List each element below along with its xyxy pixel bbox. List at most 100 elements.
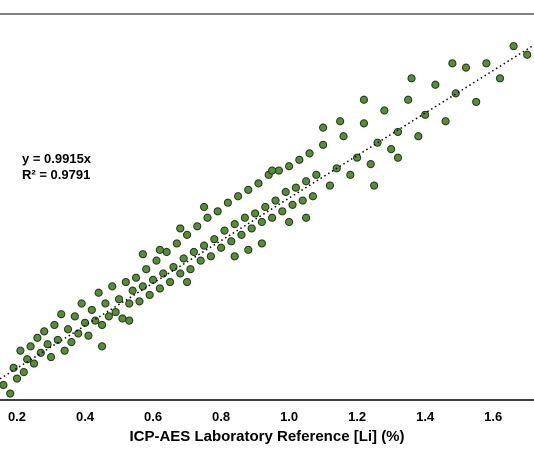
data-point <box>233 192 243 201</box>
data-point <box>199 202 209 212</box>
data-point <box>165 277 175 287</box>
data-point <box>84 331 93 340</box>
data-point <box>145 290 154 300</box>
data-point <box>240 213 249 222</box>
data-point <box>108 282 117 291</box>
data-point <box>254 179 263 188</box>
data-point <box>359 95 369 104</box>
data-point <box>162 247 171 257</box>
data-point <box>250 209 260 218</box>
data-point <box>91 316 100 325</box>
data-point <box>77 299 86 308</box>
data-point <box>125 299 134 308</box>
data-point <box>244 185 253 194</box>
data-point <box>523 50 532 59</box>
data-point <box>57 310 66 319</box>
data-point <box>206 252 215 261</box>
data-point <box>159 269 168 278</box>
x-tick-label: 0.8 <box>212 409 230 424</box>
data-point <box>43 340 52 349</box>
data-point <box>94 288 103 297</box>
data-point <box>257 217 266 227</box>
data-point <box>393 127 403 137</box>
data-point <box>407 74 416 83</box>
data-point <box>387 145 396 154</box>
data-point <box>244 245 253 254</box>
data-point <box>70 312 79 321</box>
data-point <box>421 110 430 119</box>
data-point <box>196 256 205 265</box>
data-point <box>216 243 226 252</box>
data-point <box>230 252 239 261</box>
data-point <box>12 374 22 383</box>
data-point <box>291 183 301 192</box>
data-point <box>203 213 212 222</box>
data-point <box>189 247 198 257</box>
data-point <box>281 187 290 197</box>
data-point <box>29 359 39 368</box>
data-point <box>193 222 202 231</box>
data-point <box>366 160 375 169</box>
data-point <box>223 198 232 207</box>
data-point <box>111 307 120 317</box>
data-point <box>336 117 345 126</box>
data-point <box>302 177 311 186</box>
data-point <box>431 80 440 89</box>
data-point <box>312 170 321 179</box>
data-point <box>472 97 481 107</box>
data-point <box>271 196 280 205</box>
data-point <box>155 245 164 254</box>
data-point <box>176 269 185 278</box>
data-point <box>182 277 192 287</box>
data-point <box>104 312 113 321</box>
data-point <box>0 380 8 390</box>
r-squared-label: R² = 0.9791 <box>22 167 90 182</box>
data-point <box>230 220 239 229</box>
x-tick-label: 0.6 <box>144 409 162 424</box>
x-axis-ticks: 0.2 0.4 0.6 0.8 1.0 1.2 1.4 1.6 <box>8 409 502 424</box>
data-point <box>308 192 318 201</box>
data-point <box>128 286 137 295</box>
data-point <box>325 181 335 190</box>
data-point <box>182 230 192 239</box>
data-point <box>142 265 151 274</box>
x-tick-label: 1.0 <box>280 409 298 424</box>
data-point <box>131 273 141 282</box>
equation-label: y = 0.9915x <box>22 151 92 166</box>
data-point <box>461 63 471 72</box>
data-point <box>40 327 49 336</box>
data-point <box>179 254 188 263</box>
trendline <box>0 44 534 380</box>
data-point <box>298 196 307 205</box>
data-point <box>50 320 59 330</box>
data-point <box>482 59 491 68</box>
data-point <box>380 106 389 115</box>
data-point <box>19 368 28 377</box>
data-point <box>172 239 181 248</box>
data-point <box>509 42 518 51</box>
data-point <box>285 162 294 171</box>
x-tick-label: 1.6 <box>484 409 502 424</box>
data-point <box>441 117 450 126</box>
data-point <box>373 138 382 147</box>
data-point <box>393 153 403 162</box>
x-tick-label: 0.4 <box>76 409 95 424</box>
data-point <box>339 132 348 141</box>
data-point <box>451 89 460 98</box>
data-point <box>121 277 130 287</box>
data-point <box>97 342 107 351</box>
data-point <box>495 74 505 83</box>
data-point <box>114 295 124 304</box>
data-point <box>414 132 423 141</box>
data-point <box>247 224 256 233</box>
x-axis-title: ICP-AES Laboratory Reference [Li] (%) <box>129 428 404 445</box>
data-point <box>295 155 304 164</box>
data-point <box>67 338 76 347</box>
x-tick-label: 1.2 <box>348 409 366 424</box>
data-point <box>210 235 219 244</box>
data-point <box>285 217 294 227</box>
data-point <box>152 256 161 265</box>
data-point <box>227 237 236 246</box>
data-point <box>101 299 110 308</box>
